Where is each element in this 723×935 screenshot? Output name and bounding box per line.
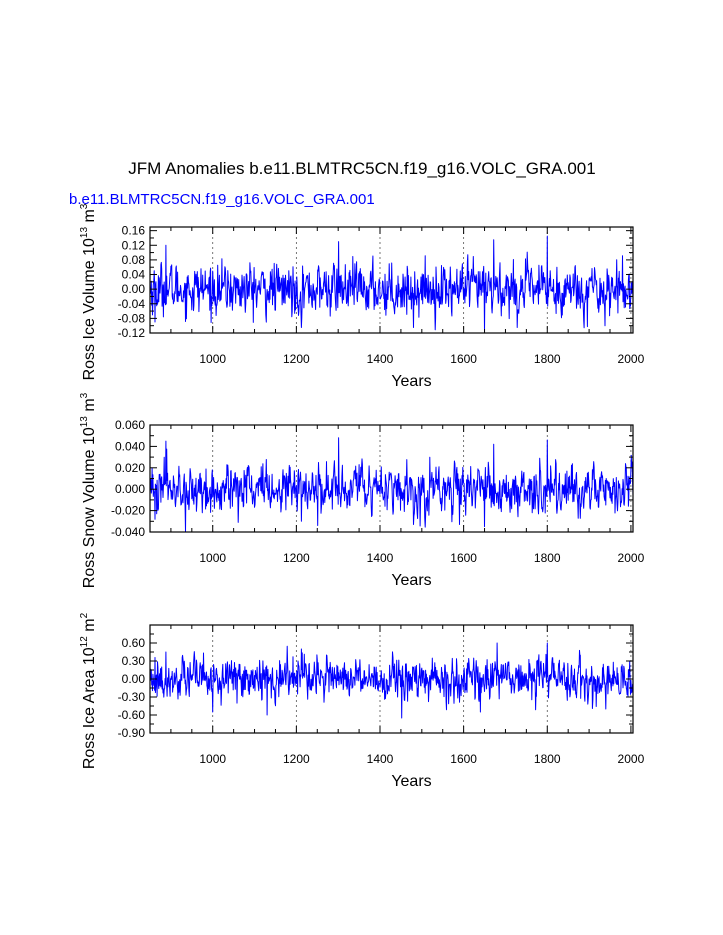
y-axis-title: Ross Snow Volume 1013 m3 xyxy=(79,392,98,588)
y-tick-label: 0.00 xyxy=(122,672,146,686)
y-axis-title-part: 12 xyxy=(79,636,90,648)
series-line-1 xyxy=(149,235,634,332)
x-tick-label: 1000 xyxy=(199,352,226,366)
y-axis-title-part: Ross Ice Area 10 xyxy=(81,647,98,769)
y-tick-label: 0.000 xyxy=(115,482,145,496)
y-tick-label: -0.60 xyxy=(118,708,146,722)
y-tick-label: -0.30 xyxy=(118,690,146,704)
y-axis-title-part: 3 xyxy=(79,203,90,209)
y-tick-label: 0.60 xyxy=(122,636,146,650)
y-axis-title-part: 13 xyxy=(79,227,90,239)
y-tick-label: 0.12 xyxy=(122,238,146,252)
x-tick-label: 2000 xyxy=(618,551,645,565)
y-axis-title: Ross Ice Area 1012 m2 xyxy=(79,612,98,769)
y-tick-label: -0.08 xyxy=(118,311,146,325)
x-tick-label: 1400 xyxy=(367,352,394,366)
y-tick-label: 0.16 xyxy=(122,224,146,238)
x-tick-label: 2000 xyxy=(618,752,645,766)
y-tick-label: 0.040 xyxy=(115,439,145,453)
panel-2: 1000 1200 1400 1600 1800 2000 -0.040 -0.020 0.00… xyxy=(79,392,645,589)
x-tick-label: 1200 xyxy=(283,352,310,366)
x-axis-title: Years xyxy=(391,572,431,589)
y-axis-title-part: m xyxy=(81,398,98,416)
x-tick-label: 1800 xyxy=(534,752,561,766)
x-tick-label: 1800 xyxy=(534,551,561,565)
y-tick-label: 0.04 xyxy=(122,268,146,282)
y-tick-label: -0.90 xyxy=(118,726,146,740)
panel-3: 1000 1200 1400 1600 1800 2000 -0.90 -0.60 -0.30 0… xyxy=(79,612,645,790)
plot-frame xyxy=(149,226,634,334)
x-tick-label: 2000 xyxy=(618,352,645,366)
y-axis-title-part: 3 xyxy=(79,392,90,398)
y-axis-title: Ross Ice Volume 1013 m3 xyxy=(79,203,98,380)
chart-panels: 1000 1200 1400 1600 1800 2000-0.12-0.08-0.040… xyxy=(79,203,645,790)
y-axis-title-part: 2 xyxy=(79,612,90,618)
y-tick-label: -0.12 xyxy=(118,326,146,340)
series-line-1 xyxy=(149,642,634,719)
series-line-1 xyxy=(149,437,634,533)
y-axis-title-part: 13 xyxy=(79,416,90,428)
x-tick-label: 1400 xyxy=(367,752,394,766)
figure-subtitle: b.e11.BLMTRC5CN.f19_g16.VOLC_GRA.001 xyxy=(69,191,375,208)
y-tick-label: 0.020 xyxy=(115,461,145,475)
x-tick-label: 1600 xyxy=(450,551,477,565)
y-axis-title-part: Ross Ice Volume 10 xyxy=(81,238,98,380)
y-tick-label: -0.020 xyxy=(111,504,145,518)
y-tick-label: 0.30 xyxy=(122,654,146,668)
panel-1: 1000 1200 1400 1600 1800 2000-0.12-0.08-0.040… xyxy=(79,203,645,390)
y-tick-label: -0.04 xyxy=(118,297,146,311)
y-axis-title-part: Ross Snow Volume 10 xyxy=(81,427,98,588)
x-axis-title: Years xyxy=(391,773,431,790)
x-axis-title: Years xyxy=(391,373,431,390)
x-tick-label: 1200 xyxy=(283,551,310,565)
y-tick-label: -0.040 xyxy=(111,525,145,539)
x-tick-label: 1000 xyxy=(199,752,226,766)
y-tick-label: 0.08 xyxy=(122,253,146,267)
x-tick-label: 1600 xyxy=(450,352,477,366)
x-tick-label: 1800 xyxy=(534,352,561,366)
x-tick-label: 1000 xyxy=(199,551,226,565)
figure-title: JFM Anomalies b.e11.BLMTRC5CN.f19_g16.VO… xyxy=(128,159,595,178)
y-tick-label: 0.060 xyxy=(115,418,145,432)
y-axis-title-part: m xyxy=(81,618,98,636)
x-tick-label: 1200 xyxy=(283,752,310,766)
y-tick-label: 0.00 xyxy=(122,282,146,296)
x-tick-label: 1600 xyxy=(450,752,477,766)
y-axis-title-part: m xyxy=(81,209,98,227)
x-tick-label: 1400 xyxy=(367,551,394,565)
